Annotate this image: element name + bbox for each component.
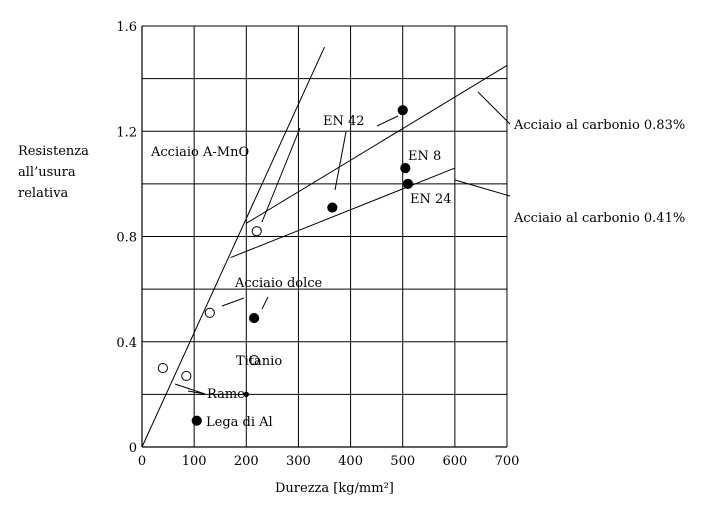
x-tick-label: 200 [234,454,259,469]
data-point-filled [191,415,202,426]
x-tick-label: 400 [338,454,363,469]
trend-line [230,167,456,259]
data-point-filled [402,178,414,189]
leader-lines [174,91,511,395]
annotation-carbon-083: Acciaio al carbonio 0.83% [513,118,685,133]
data-point-open [204,307,215,318]
annotation-en42: EN 42 [323,114,365,129]
y-tick-label: 0.8 [116,231,137,246]
trend-line [141,46,325,448]
data-point-filled [397,105,408,116]
annotation-rame: Rame [207,387,245,402]
y-tick-labels: 0 0.4 0.8 1.2 1.6 [116,20,137,456]
data-point-open [249,355,260,366]
xaxis-title: Durezza [kg/mm²] [275,481,394,496]
data-point-filled [249,312,260,324]
y-tick-label: 0 [129,441,137,456]
x-tick-label: 0 [138,454,146,469]
yaxis-title-line-3: relativa [18,186,69,201]
yaxis-title-line-1: Resistenza [18,144,89,159]
annotation-lega-al: Lega di Al [206,415,273,430]
axes [141,26,507,448]
x-tick-label: 300 [286,454,311,469]
y-tick-label: 0.4 [116,336,137,351]
data-point-open [157,362,168,374]
x-tick-labels: 0 100 200 300 400 500 600 700 [138,454,520,469]
y-tick-label: 1.6 [116,20,137,35]
data-point-filled [327,202,338,213]
yaxis-title: Resistenza all’usura relativa [18,141,108,204]
annotation-titanio: Titanio [236,354,282,369]
annotation-en8: EN 8 [408,149,441,164]
x-tick-label: 100 [182,454,207,469]
annotation-carbon-041: Acciaio al carbonio 0.41% [513,211,685,226]
annotation-acciaio-dolce: Acciaio dolce [234,276,323,291]
x-tick-label: 600 [442,454,467,469]
data-point-filled [243,391,249,398]
data-points [157,105,414,426]
x-tick-label: 700 [495,454,520,469]
data-point-open [251,226,262,237]
annotation-en24: EN 24 [410,192,452,207]
annotation-acciaio-amno: Acciaio A-MnO [150,145,249,160]
grid [142,25,508,447]
data-point-filled [400,162,411,174]
data-point-open [181,370,192,382]
yaxis-title-line-2: all’usura [18,165,76,180]
trend-lines [141,46,508,448]
trend-line [246,65,508,224]
y-tick-label: 1.2 [116,125,137,140]
x-tick-label: 500 [390,454,415,469]
